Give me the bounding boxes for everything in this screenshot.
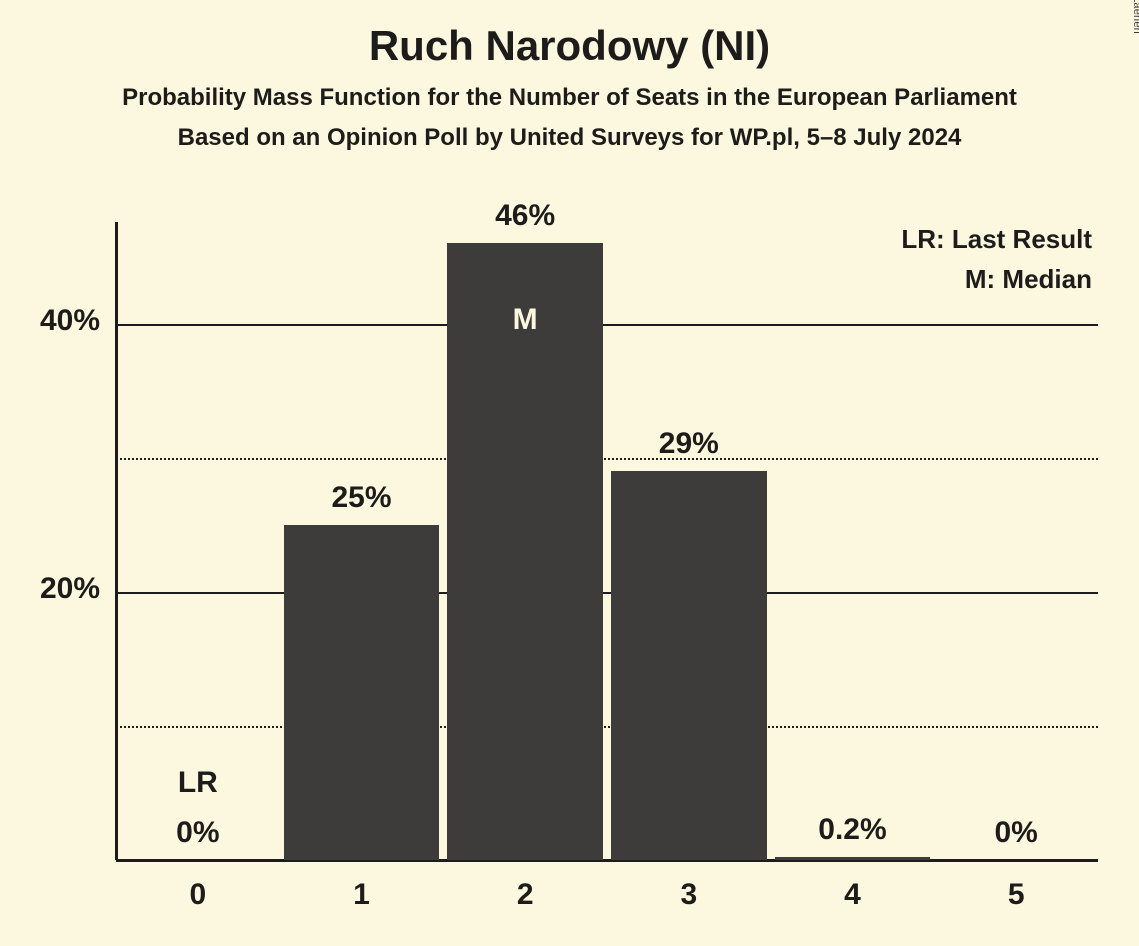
bar-value-label: 0% (116, 816, 280, 850)
x-tick-label: 0 (116, 878, 280, 912)
legend-median: M: Median (965, 264, 1092, 295)
bar (775, 857, 930, 860)
gridline-minor (116, 726, 1098, 728)
chart-subtitle-2: Based on an Opinion Poll by United Surve… (0, 124, 1139, 152)
bar-value-label: 29% (607, 427, 771, 461)
y-axis (115, 222, 118, 860)
bar-value-label: 0.2% (771, 813, 935, 847)
bar-value-label: 46% (443, 199, 607, 233)
copyright: © 2024 Filip van Laenen (1131, 0, 1139, 34)
bar-value-label: 25% (280, 481, 444, 515)
x-tick-label: 3 (607, 878, 771, 912)
gridline-major (116, 324, 1098, 326)
x-tick-label: 4 (771, 878, 935, 912)
x-tick-label: 1 (280, 878, 444, 912)
last-result-marker: LR (116, 766, 280, 800)
chart-title: Ruch Narodowy (NI) (0, 22, 1139, 70)
y-tick-label: 40% (10, 304, 100, 338)
bar (611, 471, 766, 860)
gridline-major (116, 592, 1098, 594)
median-marker: M (443, 303, 607, 337)
chart-plot-area: 20%40%0%LR025%146%M229%30.2%40%5LR: Last… (116, 230, 1098, 860)
chart-subtitle-1: Probability Mass Function for the Number… (0, 84, 1139, 112)
bar-value-label: 0% (934, 816, 1098, 850)
x-tick-label: 2 (443, 878, 607, 912)
bar (284, 525, 439, 860)
y-tick-label: 20% (10, 572, 100, 606)
x-axis (116, 859, 1098, 862)
legend-last-result: LR: Last Result (901, 224, 1092, 255)
x-tick-label: 5 (934, 878, 1098, 912)
